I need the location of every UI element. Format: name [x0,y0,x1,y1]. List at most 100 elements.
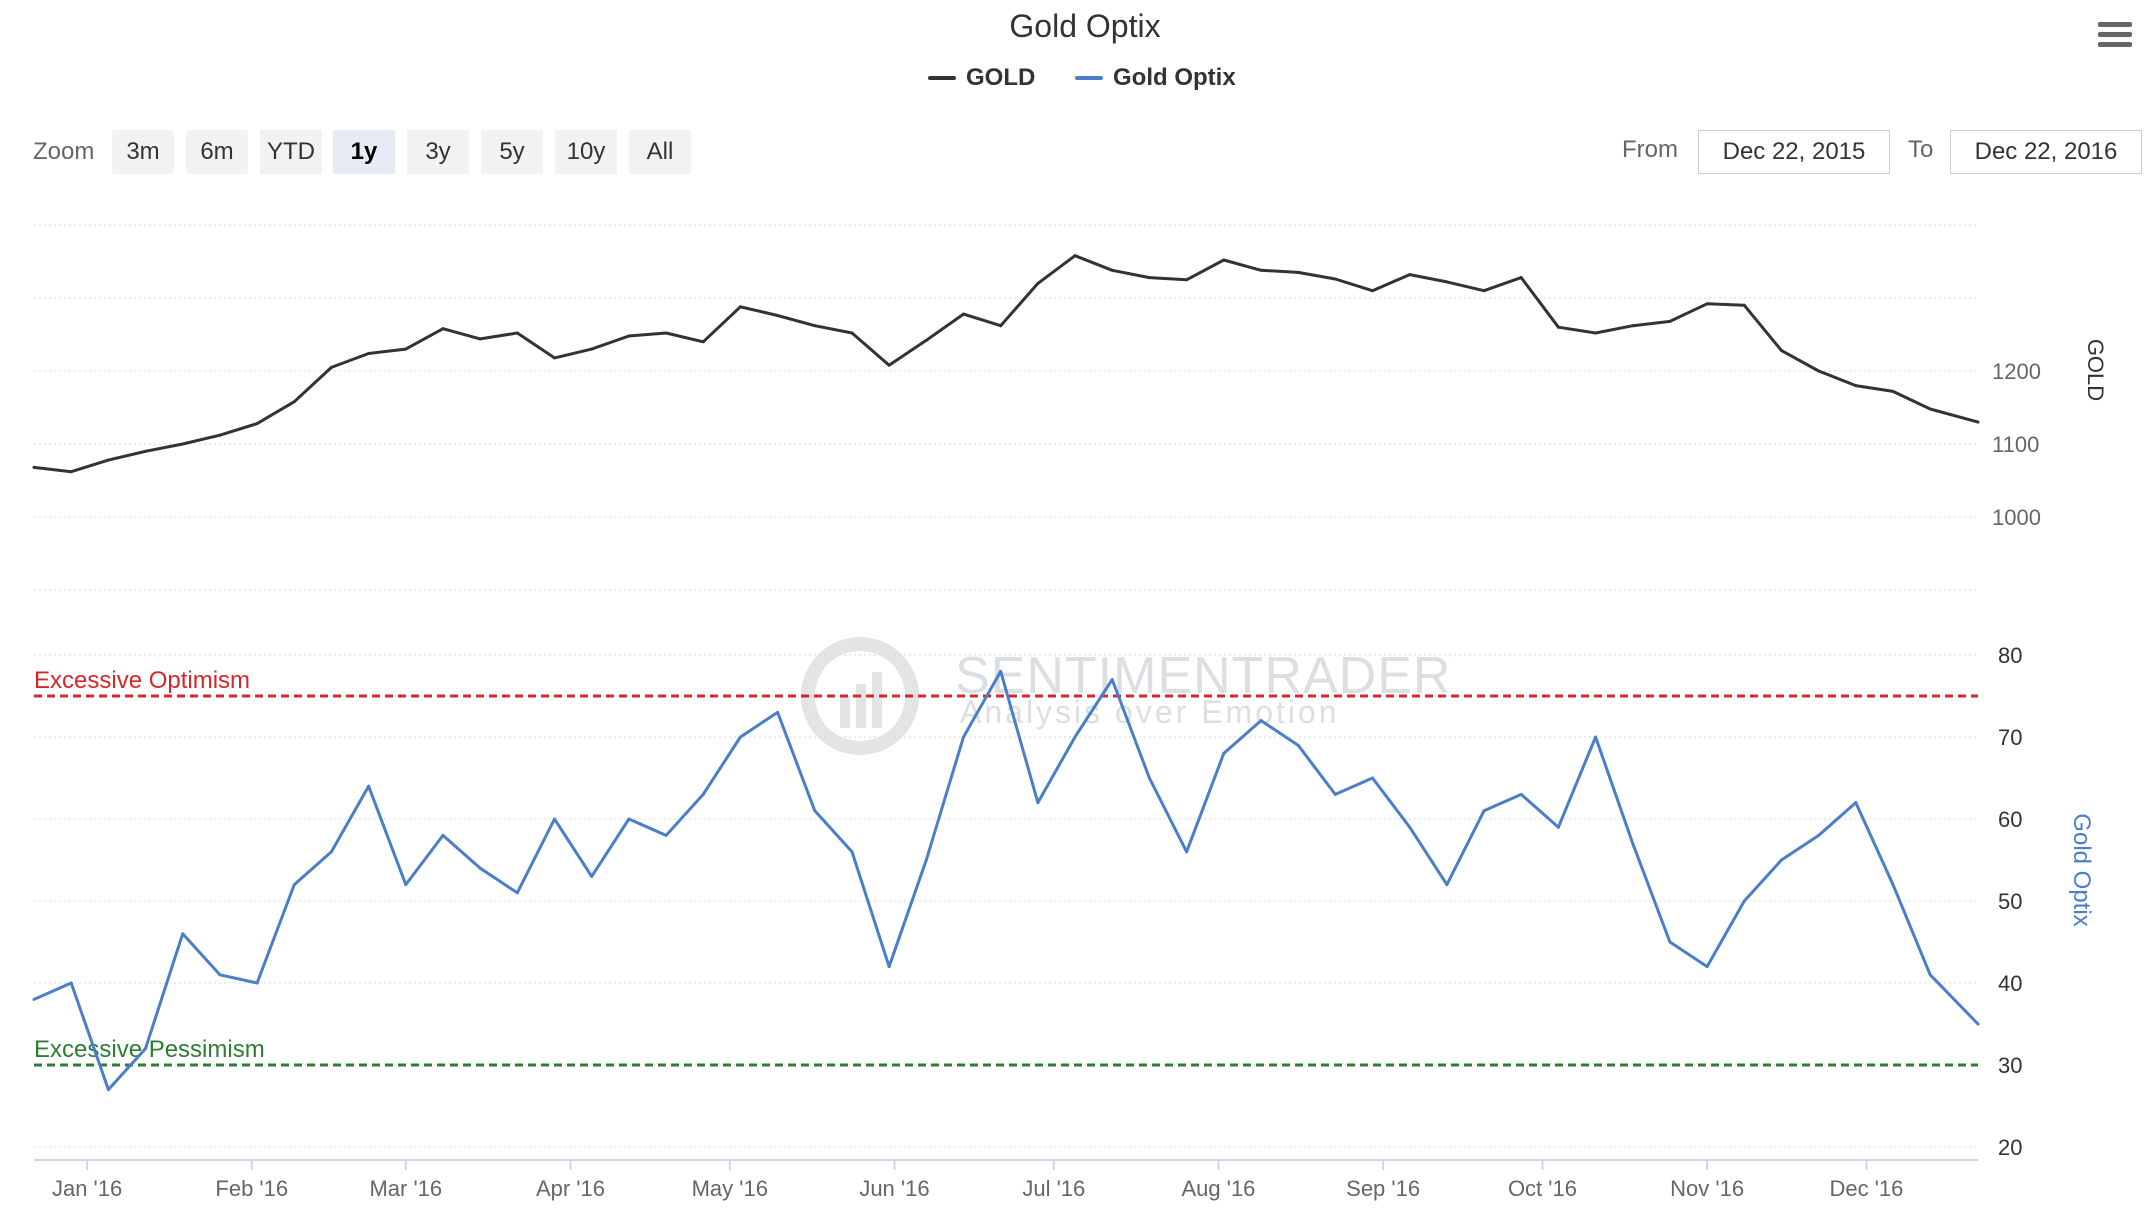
gold-data-point [738,305,742,309]
x-tick-label: Jan '16 [52,1176,122,1201]
gold-data-point [1928,407,1932,411]
gold-optix-series-line [33,669,1980,1092]
legend-item-gold-optix[interactable]: Gold Optix [1075,64,1236,92]
gold-optix-data-point [1185,850,1189,854]
gold-data-point [1817,369,1821,373]
legend-item-gold[interactable]: GOLD [928,64,1035,92]
gold-optix-data-point [1556,825,1560,829]
gold-optix-data-point [1482,809,1486,813]
gold-data-point [515,331,519,335]
gold-data-point [478,337,482,341]
gold-data-point [1185,278,1189,282]
gold-optix-data-point [1631,842,1635,846]
zoom-button-6m[interactable]: 6m [186,130,248,174]
optix-y-axis-title: Gold Optix [2068,813,2095,926]
zoom-button-10y[interactable]: 10y [555,130,617,174]
gold-data-point [1594,331,1598,335]
x-tick-label: Aug '16 [1181,1176,1255,1201]
gold-optix-data-point [738,735,742,739]
gold-optix-data-point [590,874,594,878]
gold-optix-data-point [664,833,668,837]
gold-data-point [144,449,148,453]
gold-data-point [1779,349,1783,353]
gold-data-point [404,347,408,351]
gold-optix-data-point [292,883,296,887]
gold-optix-data-point [1817,833,1821,837]
range-from-label: From [1622,136,1678,163]
zoom-button-3y[interactable]: 3y [407,130,469,174]
gold-optix-data-point [144,1047,148,1051]
gold-optix-data-point [1296,743,1300,747]
gold-legend-swatch [928,76,956,80]
gold-optix-data-point [255,981,259,985]
legend-label-gold-optix: Gold Optix [1113,64,1236,91]
gold-data-point [1891,389,1895,393]
gold-data-point [1705,302,1709,306]
excessive-optimism-label: Excessive Optimism [34,667,250,694]
gold-optix-data-point [1408,825,1412,829]
gold-data-point [1036,281,1040,285]
zoom-button-5y[interactable]: 5y [481,130,543,174]
x-tick-label: Nov '16 [1670,1176,1744,1201]
gold-data-point [1631,324,1635,328]
gold-optix-data-point [1854,801,1858,805]
gold-optix-data-point [1928,973,1932,977]
gold-optix-data-point [1073,735,1077,739]
optix-y-tick-label: 40 [1998,971,2022,996]
zoom-button-1y[interactable]: 1y [333,130,395,174]
gold-data-point [367,351,371,355]
gold-optix-data-point [441,833,445,837]
gold-data-point [962,312,966,316]
gold-data-point [32,465,36,469]
gold-data-point [924,338,928,342]
x-tick-label: Apr '16 [536,1176,605,1201]
gold-data-point [590,347,594,351]
x-tick-label: May '16 [692,1176,768,1201]
gold-data-point [69,470,73,474]
gold-data-point [999,324,1003,328]
gold-optix-data-point [999,669,1003,673]
gold-optix-data-point [218,973,222,977]
gold-data-point [664,331,668,335]
watermark-tagline: Analysis over Emotion [960,694,1340,730]
range-from-input[interactable]: Dec 22, 2015 [1698,130,1890,174]
gold-data-point [1073,254,1077,258]
x-tick-label: Mar '16 [369,1176,442,1201]
gold-optix-data-point [962,735,966,739]
gold-data-point [218,433,222,437]
legend-label-gold: GOLD [966,64,1036,91]
gold-data-point [1854,384,1858,388]
gold-data-point [181,442,185,446]
chart-title: Gold Optix [1009,8,1161,44]
gold-data-point [1110,268,1114,272]
zoom-label: Zoom [33,138,95,165]
gold-optix-data-point [367,784,371,788]
gold-optix-data-point [1110,678,1114,682]
zoom-button-3m[interactable]: 3m [112,130,174,174]
gold-optix-data-point [627,817,631,821]
gold-data-point [627,334,631,338]
range-to-input[interactable]: Dec 22, 2016 [1950,130,2142,174]
gold-optix-data-point [1222,751,1226,755]
gold-data-point [1668,319,1672,323]
gold-optix-data-point [887,965,891,969]
gold-optix-data-point [404,883,408,887]
gold-optix-data-point [701,792,705,796]
optix-y-tick-label: 20 [1998,1135,2022,1160]
gold-data-point [1445,280,1449,284]
gold-data-point [1333,277,1337,281]
zoom-button-ytd[interactable]: YTD [260,130,322,174]
gold-optix-data-point [1742,899,1746,903]
gold-data-point [441,327,445,331]
x-tick-label: Jul '16 [1022,1176,1085,1201]
menu-icon[interactable] [2098,22,2132,52]
gold-optix-data-point [1370,776,1374,780]
gold-optix-data-point [329,850,333,854]
gold-optix-legend-swatch [1075,76,1103,80]
gold-optix-data-point [1594,735,1598,739]
zoom-button-all[interactable]: All [629,130,691,174]
gold-data-point [1259,268,1263,272]
gold-data-point [1147,276,1151,280]
gold-y-tick-label: 1100 [1992,432,2039,457]
x-tick-label: Jun '16 [859,1176,929,1201]
